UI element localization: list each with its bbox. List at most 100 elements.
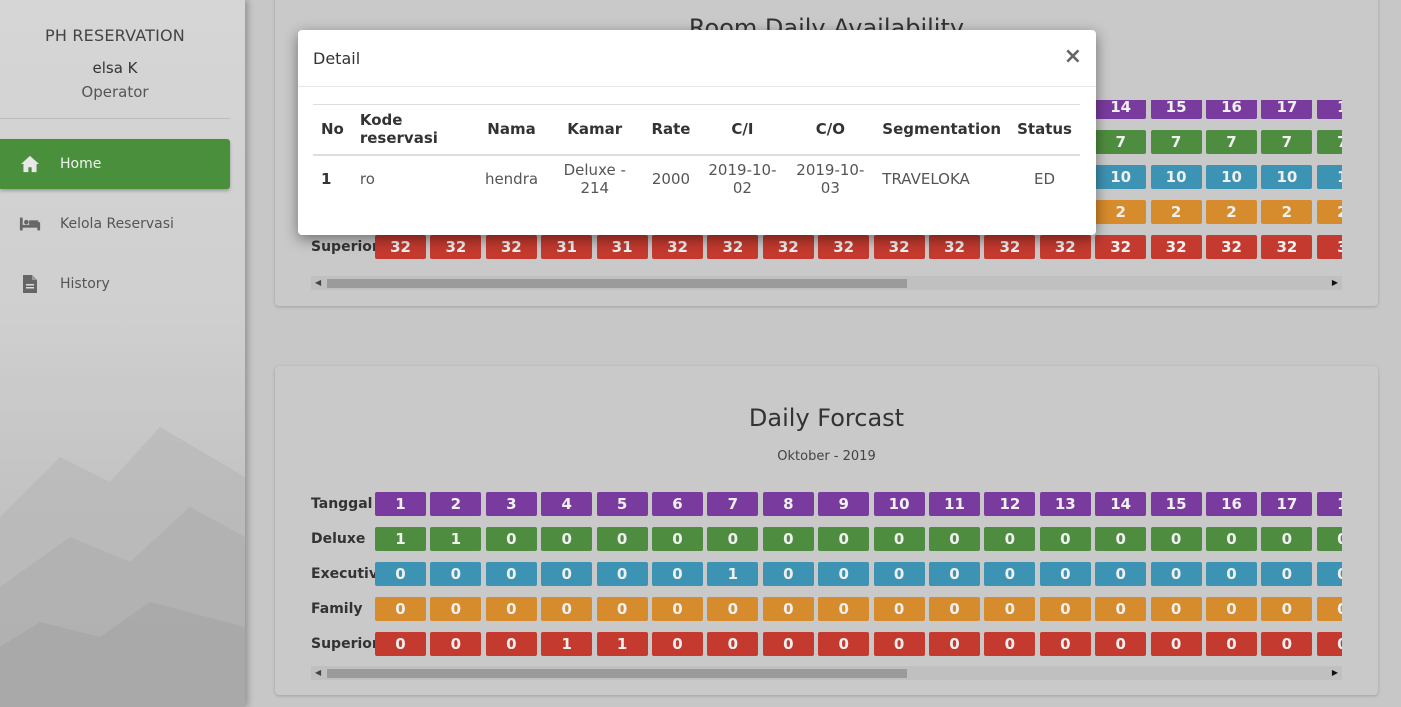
superior-cell[interactable]: 0 [1150, 632, 1202, 656]
superior-cell[interactable]: 31 [541, 235, 593, 259]
deluxe-cell[interactable]: 0 [541, 527, 593, 551]
superior-cell[interactable]: 32 [818, 235, 870, 259]
superior-cell[interactable]: 3 [1316, 235, 1342, 259]
executive-cell[interactable]: 1 [1316, 165, 1342, 189]
deluxe-cell[interactable]: 0 [1150, 527, 1202, 551]
family-cell[interactable]: 0 [707, 597, 759, 621]
tanggal-cell[interactable]: 13 [1039, 492, 1091, 516]
tanggal-cell[interactable]: 3 [485, 492, 537, 516]
superior-cell[interactable]: 32 [430, 235, 482, 259]
executive-cell[interactable]: 10 [1095, 165, 1147, 189]
deluxe-cell[interactable]: 0 [1039, 527, 1091, 551]
superior-cell[interactable]: 32 [873, 235, 925, 259]
tanggal-cell[interactable]: 7 [707, 492, 759, 516]
tanggal-cell[interactable]: 4 [541, 492, 593, 516]
deluxe-cell[interactable]: 0 [707, 527, 759, 551]
superior-cell[interactable]: 0 [652, 632, 703, 656]
tanggal-cell[interactable]: 14 [1095, 492, 1147, 516]
superior-cell[interactable]: 0 [873, 632, 925, 656]
tanggal-cell[interactable]: 1 [1316, 492, 1342, 516]
executive-cell[interactable]: 0 [929, 562, 980, 586]
executive-cell[interactable]: 0 [1261, 562, 1313, 586]
superior-cell[interactable]: 1 [541, 632, 593, 656]
family-cell[interactable]: 0 [541, 597, 593, 621]
family-cell[interactable]: 2 [1206, 200, 1257, 224]
family-cell[interactable]: 2 [1095, 200, 1147, 224]
family-cell[interactable]: 0 [375, 597, 426, 621]
tanggal-cell[interactable]: 1 [1316, 100, 1342, 119]
tanggal-cell[interactable]: 14 [1095, 100, 1147, 119]
deluxe-cell[interactable]: 0 [1316, 527, 1342, 551]
superior-cell[interactable]: 0 [1316, 632, 1342, 656]
superior-cell[interactable]: 0 [1039, 632, 1091, 656]
superior-cell[interactable]: 32 [1150, 235, 1202, 259]
family-cell[interactable]: 0 [430, 597, 482, 621]
tanggal-cell[interactable]: 16 [1206, 100, 1257, 119]
deluxe-cell[interactable]: 0 [762, 527, 814, 551]
tanggal-cell[interactable]: 15 [1150, 492, 1202, 516]
family-cell[interactable]: 0 [485, 597, 537, 621]
family-cell[interactable]: 0 [1206, 597, 1257, 621]
superior-cell[interactable]: 0 [929, 632, 980, 656]
availability-scrollbar[interactable]: ◀ ▶ [311, 276, 1342, 290]
superior-cell[interactable]: 32 [1261, 235, 1313, 259]
forecast-scrollbar[interactable]: ◀ ▶ [311, 666, 1342, 680]
scroll-right-arrow-icon[interactable]: ▶ [1331, 668, 1338, 677]
tanggal-cell[interactable]: 15 [1150, 100, 1202, 119]
executive-cell[interactable]: 0 [1095, 562, 1147, 586]
deluxe-cell[interactable]: 0 [1095, 527, 1147, 551]
executive-cell[interactable]: 0 [430, 562, 482, 586]
superior-cell[interactable]: 32 [762, 235, 814, 259]
scroll-left-arrow-icon[interactable]: ◀ [315, 668, 322, 677]
family-cell[interactable]: 0 [818, 597, 870, 621]
superior-cell[interactable]: 0 [984, 632, 1036, 656]
executive-cell[interactable]: 0 [596, 562, 648, 586]
deluxe-cell[interactable]: 0 [929, 527, 980, 551]
tanggal-cell[interactable]: 12 [984, 492, 1036, 516]
close-icon[interactable]: × [1063, 44, 1082, 69]
family-cell[interactable]: 0 [929, 597, 980, 621]
deluxe-cell[interactable]: 0 [873, 527, 925, 551]
superior-cell[interactable]: 0 [1095, 632, 1147, 656]
executive-cell[interactable]: 0 [485, 562, 537, 586]
executive-cell[interactable]: 0 [873, 562, 925, 586]
superior-cell[interactable]: 32 [1206, 235, 1257, 259]
tanggal-cell[interactable]: 10 [873, 492, 925, 516]
deluxe-cell[interactable]: 1 [430, 527, 482, 551]
deluxe-cell[interactable]: 0 [1261, 527, 1313, 551]
family-cell[interactable]: 0 [1039, 597, 1091, 621]
superior-cell[interactable]: 31 [596, 235, 648, 259]
family-cell[interactable]: 0 [873, 597, 925, 621]
superior-cell[interactable]: 0 [818, 632, 870, 656]
superior-cell[interactable]: 32 [485, 235, 537, 259]
tanggal-cell[interactable]: 9 [818, 492, 870, 516]
sidebar-item-home[interactable]: Home [0, 139, 230, 189]
family-cell[interactable]: 2 [1261, 200, 1313, 224]
superior-cell[interactable]: 1 [596, 632, 648, 656]
executive-cell[interactable]: 10 [1150, 165, 1202, 189]
family-cell[interactable]: 0 [652, 597, 703, 621]
deluxe-cell[interactable]: 0 [652, 527, 703, 551]
executive-cell[interactable]: 0 [1039, 562, 1091, 586]
executive-cell[interactable]: 0 [1316, 562, 1342, 586]
tanggal-cell[interactable]: 5 [596, 492, 648, 516]
deluxe-cell[interactable]: 7 [1150, 130, 1202, 154]
deluxe-cell[interactable]: 7 [1261, 130, 1313, 154]
superior-cell[interactable]: 0 [1261, 632, 1313, 656]
superior-cell[interactable]: 0 [762, 632, 814, 656]
family-cell[interactable]: 2 [1316, 200, 1342, 224]
deluxe-cell[interactable]: 0 [596, 527, 648, 551]
executive-cell[interactable]: 0 [1150, 562, 1202, 586]
deluxe-cell[interactable]: 0 [1206, 527, 1257, 551]
family-cell[interactable]: 0 [1316, 597, 1342, 621]
deluxe-cell[interactable]: 7 [1316, 130, 1342, 154]
tanggal-cell[interactable]: 11 [929, 492, 980, 516]
deluxe-cell[interactable]: 7 [1095, 130, 1147, 154]
tanggal-cell[interactable]: 17 [1261, 100, 1313, 119]
family-cell[interactable]: 0 [1261, 597, 1313, 621]
superior-cell[interactable]: 0 [485, 632, 537, 656]
superior-cell[interactable]: 0 [707, 632, 759, 656]
superior-cell[interactable]: 0 [375, 632, 426, 656]
executive-cell[interactable]: 0 [762, 562, 814, 586]
deluxe-cell[interactable]: 1 [375, 527, 426, 551]
